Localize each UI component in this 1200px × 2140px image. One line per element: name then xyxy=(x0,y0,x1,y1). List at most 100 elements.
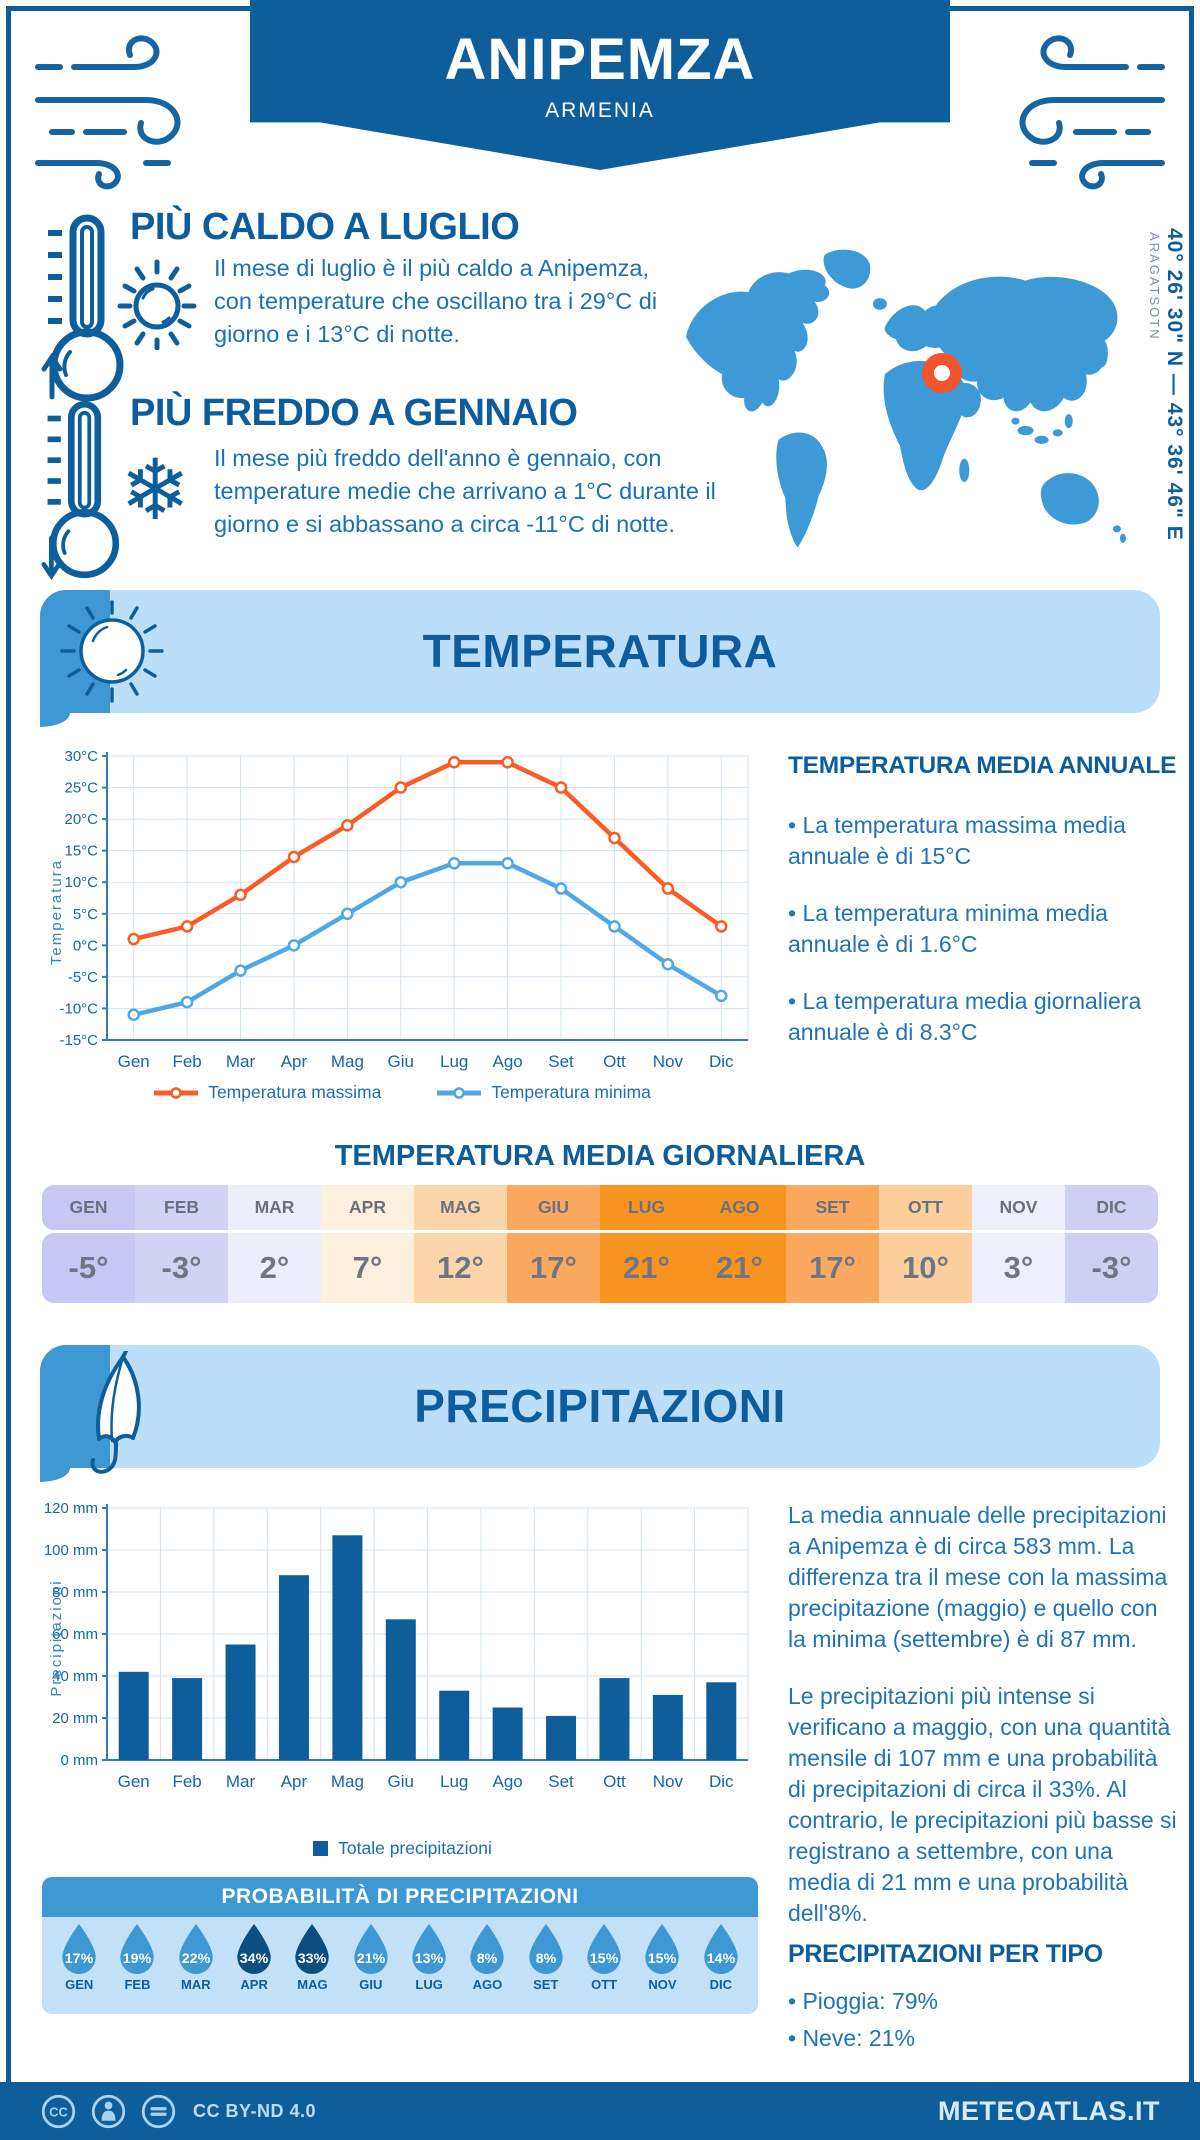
svg-text:40 mm: 40 mm xyxy=(52,1668,98,1685)
legend-item: Totale precipitazioni xyxy=(313,1838,492,1859)
svg-text:Apr: Apr xyxy=(281,1772,308,1791)
wind-icon xyxy=(1019,35,1165,190)
svg-text:-10°C: -10°C xyxy=(59,1000,98,1017)
temperature-banner: TEMPERATURA xyxy=(40,590,1160,727)
daily-table-value-row: -5° -3° 2° 7° 12° 17° 21° 21° 17° 10° 3° -3° xyxy=(42,1233,1158,1303)
daily-table-month: FEB xyxy=(135,1185,228,1230)
data-point xyxy=(554,781,568,794)
annual-bullet: • La temperatura media giornaliera annua… xyxy=(788,988,1142,1045)
svg-text:21%: 21% xyxy=(357,1951,386,1967)
precipitation-probability-panel: PROBABILITÀ DI PRECIPITAZIONI 17% GEN 19% F… xyxy=(42,1877,758,2014)
droplet-icon: 33% xyxy=(295,1923,330,1975)
data-point xyxy=(554,882,568,895)
probability-droplet: 34% APR xyxy=(225,1923,283,2010)
daily-table-month: AGO xyxy=(693,1185,786,1230)
droplet-icon: 34% xyxy=(237,1923,271,1975)
droplet-icon: 15% xyxy=(587,1923,621,1975)
daily-table-value: 12° xyxy=(414,1233,507,1303)
svg-text:Giu: Giu xyxy=(388,1052,414,1071)
data-point xyxy=(447,857,461,870)
data-point xyxy=(608,920,621,933)
svg-text:Gen: Gen xyxy=(118,1772,150,1791)
droplet-icon: 17% xyxy=(62,1923,96,1975)
site-name: METEOATLAS.IT xyxy=(938,2095,1160,2126)
footer-bar: CC CC BY-ND 4.0 METEOATLAS.IT xyxy=(0,2082,1200,2140)
svg-text:Mag: Mag xyxy=(331,1052,364,1071)
daily-table-value: 2° xyxy=(228,1233,321,1303)
bar xyxy=(706,1682,737,1760)
daily-table-value: 3° xyxy=(972,1233,1065,1303)
svg-text:5°C: 5°C xyxy=(73,906,98,923)
svg-text:Feb: Feb xyxy=(172,1052,201,1071)
header-banner: ANIPEMZA ARMENIA xyxy=(250,0,950,170)
svg-text:Lug: Lug xyxy=(440,1052,468,1071)
droplet-icon: 15% xyxy=(645,1923,680,1975)
svg-text:Set: Set xyxy=(548,1052,574,1071)
svg-text:22%: 22% xyxy=(182,1951,211,1967)
bar xyxy=(225,1644,256,1760)
svg-text:100 mm: 100 mm xyxy=(45,1542,98,1559)
world-map xyxy=(672,222,1134,550)
daily-table-month: APR xyxy=(321,1185,414,1230)
page-title: ANIPEMZA xyxy=(444,27,756,92)
svg-text:15%: 15% xyxy=(648,1951,677,1967)
legend-label: Temperatura minima xyxy=(491,1082,651,1102)
coordinates-block: 40° 26' 30" N — 43° 36' 46" E ARAGATSOTN xyxy=(1147,228,1186,588)
line-series xyxy=(133,760,723,942)
svg-text:0 mm: 0 mm xyxy=(61,1752,99,1769)
annual-temperature-title: TEMPERATURA MEDIA ANNUALE xyxy=(788,752,1177,779)
svg-text:10°C: 10°C xyxy=(64,874,98,891)
svg-text:Temperatura: Temperatura xyxy=(48,859,65,965)
sun-icon xyxy=(117,259,197,350)
daily-table-value: 17° xyxy=(507,1233,600,1303)
svg-text:Dic: Dic xyxy=(709,1772,734,1791)
svg-text:8%: 8% xyxy=(477,1951,498,1967)
droplet-month-label: LUG xyxy=(415,1977,443,1992)
wind-icon xyxy=(35,35,181,190)
temperature-banner-title: TEMPERATURA xyxy=(422,625,778,677)
svg-text:0°C: 0°C xyxy=(73,937,98,954)
annual-temperature-block: TEMPERATURA MEDIA ANNUALE • La temperatu… xyxy=(788,752,1178,1048)
daily-table-month: MAG xyxy=(414,1185,507,1230)
data-point xyxy=(394,875,408,889)
data-point xyxy=(127,932,140,946)
precipitation-types-title: PRECIPITAZIONI PER TIPO xyxy=(788,1940,1103,1968)
svg-text:Ago: Ago xyxy=(493,1772,523,1791)
data-point xyxy=(661,882,675,895)
data-point xyxy=(234,964,247,977)
data-point xyxy=(608,831,621,845)
bar xyxy=(385,1619,416,1760)
svg-text:25°C: 25°C xyxy=(64,780,98,797)
droplet-icon: 8% xyxy=(470,1923,505,1975)
data-point xyxy=(234,888,247,902)
bar xyxy=(332,1535,363,1760)
daily-temperature-title: TEMPERATURA MEDIA GIORNALIERA xyxy=(334,1140,866,1172)
annual-bullet: • La temperatura massima media annuale è… xyxy=(788,812,1126,869)
droplet-icon: 22% xyxy=(179,1923,213,1975)
cc-icon: CC xyxy=(41,2094,76,2128)
cold-section-text: Il mese più freddo dell'anno è gennaio, … xyxy=(214,445,716,537)
temperature-chart-legend: Temperatura massima Temperatura minima xyxy=(45,1082,760,1103)
line-series xyxy=(133,861,723,1017)
droplet-icon: 21% xyxy=(354,1923,388,1975)
precipitation-types-block: PRECIPITAZIONI PER TIPO • Pioggia: 79% •… xyxy=(788,1940,1178,2057)
svg-text:Mar: Mar xyxy=(226,1772,256,1791)
svg-text:Mar: Mar xyxy=(226,1052,256,1071)
droplet-month-label: OTT xyxy=(591,1977,618,1992)
daily-table-value: -3° xyxy=(1065,1233,1158,1303)
droplet-month-label: GIU xyxy=(359,1977,383,1992)
cc-nd-icon xyxy=(141,2094,176,2128)
precipitation-paragraph: La media annuale delle precipitazioni a … xyxy=(788,1502,1168,1652)
daily-table-value: 7° xyxy=(321,1233,414,1303)
hot-section-title: PIÙ CALDO A LUGLIO xyxy=(130,206,520,248)
page-subtitle: ARMENIA xyxy=(545,99,655,122)
daily-temperature-table: GEN FEB MAR APR MAG GIU LUG AGO SET OTT NOV DIC -5°… xyxy=(42,1185,1158,1303)
bar-chart-svg: 0 mm 20 mm 40 mm 60 mm 80 mm 100 mm 120 mm Gen F… xyxy=(44,1500,749,1791)
droplet-month-label: SET xyxy=(533,1977,559,1992)
line-chart-svg: -15°C -10°C -5°C 0°C 5°C 10°C 15°C 20°C 25°C 30°C… xyxy=(48,748,749,1071)
svg-text:Nov: Nov xyxy=(653,1772,684,1791)
daily-table-header-row: GEN FEB MAR APR MAG GIU LUG AGO SET OTT NOV DIC xyxy=(42,1185,1158,1230)
world-map-continents xyxy=(686,249,1126,548)
svg-text:34%: 34% xyxy=(240,1951,269,1967)
precipitation-paragraph: Le precipitazioni più intense si verific… xyxy=(788,1683,1177,1926)
